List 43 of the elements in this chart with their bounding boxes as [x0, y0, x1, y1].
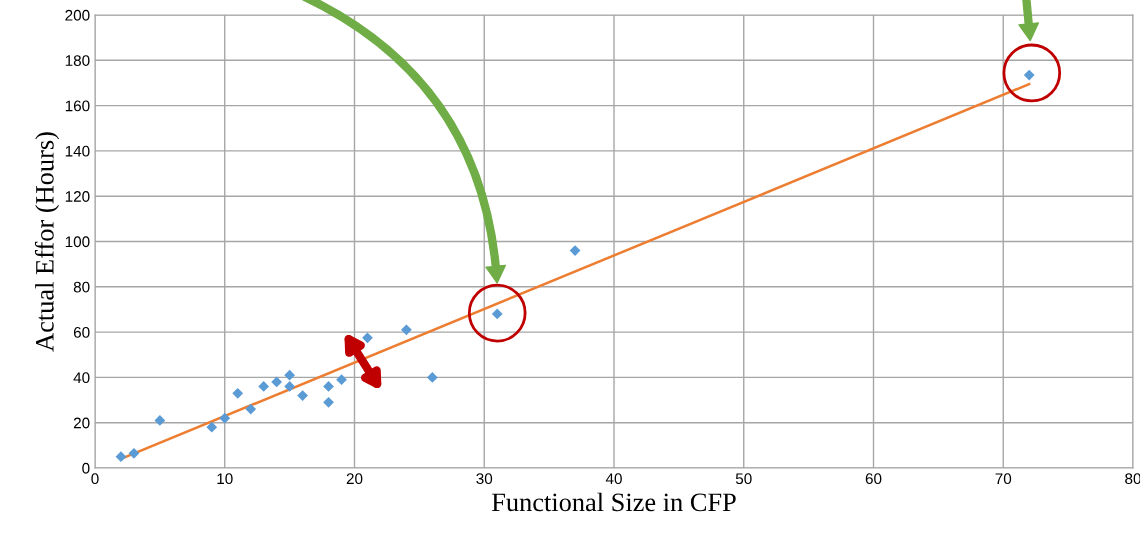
y-tick-label: 160: [65, 100, 90, 112]
point: [297, 390, 308, 401]
point: [284, 381, 295, 392]
y-tick-label: 200: [65, 9, 90, 21]
point: [323, 396, 334, 408]
point: [1023, 69, 1035, 81]
point: [245, 403, 257, 415]
point: [491, 308, 503, 320]
y-tick-label: 0: [82, 462, 90, 474]
point: [401, 324, 412, 336]
y-tick-label: 120: [65, 191, 90, 202]
x-tick-label: 60: [865, 473, 882, 485]
point: [128, 447, 140, 459]
y-tick-label: 40: [73, 372, 90, 384]
y-tick-label: 80: [73, 281, 90, 293]
x-tick-label: 30: [476, 473, 493, 485]
y-tick-label: 140: [65, 145, 90, 157]
y-tick-label: 100: [65, 236, 90, 248]
point: [569, 245, 581, 256]
x-tick-label: 80: [1125, 473, 1140, 485]
y-tick-label: 20: [73, 417, 90, 429]
x-tick-label: 0: [91, 473, 99, 485]
x-tick-label: 20: [346, 473, 363, 485]
point: [362, 332, 373, 344]
y-tick-label: 60: [73, 326, 90, 338]
point: [258, 381, 270, 392]
x-tick-label: 50: [735, 473, 752, 485]
x-tick-label: 10: [217, 473, 233, 485]
y-axis-title: Actual Effor (Hours): [34, 132, 60, 352]
point: [426, 372, 438, 383]
x-axis-title: Functional Size in CFP: [491, 492, 736, 512]
point: [154, 415, 166, 426]
point: [284, 369, 295, 381]
point: [219, 412, 231, 424]
point: [336, 374, 347, 386]
point: [232, 387, 244, 399]
x-tick-label: 70: [995, 473, 1012, 485]
point: [206, 421, 218, 433]
point: [271, 376, 283, 388]
x-tick-label: 40: [605, 473, 622, 485]
point: [323, 381, 334, 392]
point: [115, 451, 127, 463]
y-tick-label: 180: [65, 55, 90, 66]
